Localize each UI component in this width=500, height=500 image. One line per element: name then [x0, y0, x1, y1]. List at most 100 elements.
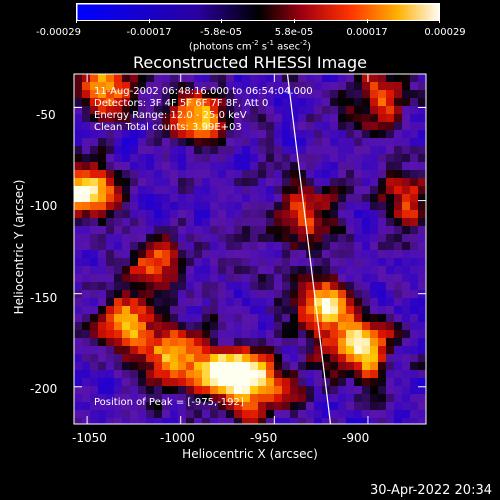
heatmap-cell: [290, 130, 298, 138]
heatmap-cell: [226, 274, 234, 282]
heatmap-cell: [210, 370, 218, 378]
heatmap-cell: [394, 418, 402, 424]
heatmap-cell: [330, 194, 338, 202]
heatmap-cell: [106, 98, 114, 106]
heatmap-cell: [74, 338, 82, 346]
heatmap-cell: [82, 370, 90, 378]
heatmap-cell: [210, 122, 218, 130]
heatmap-cell: [314, 298, 322, 306]
heatmap-cell: [346, 234, 354, 242]
heatmap-cell: [330, 378, 338, 386]
heatmap-cell: [234, 370, 242, 378]
heatmap-cell: [370, 162, 378, 170]
detectors-text: Detectors: 3F 4F 5F 6F 7F 8F, Att 0: [94, 98, 269, 109]
heatmap-cell: [154, 90, 162, 98]
heatmap-cell: [242, 266, 250, 274]
heatmap-cell: [370, 130, 378, 138]
heatmap-cell: [322, 74, 330, 82]
heatmap-cell: [82, 298, 90, 306]
heatmap-cell: [202, 250, 210, 258]
heatmap-cell: [346, 258, 354, 266]
heatmap-cell: [218, 170, 226, 178]
heatmap-cell: [202, 202, 210, 210]
heatmap-cell: [274, 378, 282, 386]
heatmap-cell: [418, 402, 426, 410]
heatmap-cell: [90, 194, 98, 202]
heatmap-cell: [386, 378, 394, 386]
heatmap-cell: [394, 386, 402, 394]
heatmap-cell: [106, 170, 114, 178]
heatmap-cell: [410, 226, 418, 234]
heatmap-cell: [226, 82, 234, 90]
heatmap-cell: [146, 210, 154, 218]
heatmap-cell: [306, 90, 314, 98]
heatmap-cell: [202, 74, 210, 82]
heatmap-cell: [146, 362, 154, 370]
heatmap-cell: [378, 314, 386, 322]
heatmap-cell: [194, 226, 202, 234]
heatmap-cell: [146, 146, 154, 154]
heatmap-cell: [162, 138, 170, 146]
heatmap-cell: [338, 362, 346, 370]
heatmap-cell: [170, 186, 178, 194]
heatmap-cell: [90, 354, 98, 362]
heatmap-cell: [394, 90, 402, 98]
heatmap-cell: [418, 330, 426, 338]
heatmap-cell: [306, 74, 314, 82]
heatmap-cell: [266, 226, 274, 234]
heatmap-cell: [242, 74, 250, 82]
heatmap-cell: [234, 314, 242, 322]
heatmap-cell: [282, 274, 290, 282]
heatmap-cell: [410, 314, 418, 322]
heatmap-cell: [98, 266, 106, 274]
heatmap-cell: [322, 194, 330, 202]
heatmap-cell: [322, 234, 330, 242]
heatmap-cell: [338, 250, 346, 258]
heatmap-cell: [410, 386, 418, 394]
heatmap-cell: [130, 106, 138, 114]
heatmap-cell: [290, 186, 298, 194]
heatmap-cell: [258, 138, 266, 146]
heatmap-cell: [290, 290, 298, 298]
heatmap-cell: [82, 130, 90, 138]
heatmap-cell: [162, 194, 170, 202]
heatmap-cell: [250, 178, 258, 186]
heatmap-cell: [282, 290, 290, 298]
heatmap-cell: [154, 122, 162, 130]
heatmap-cell: [186, 322, 194, 330]
heatmap-cell: [114, 202, 122, 210]
heatmap-cell: [170, 402, 178, 410]
heatmap-cell: [362, 162, 370, 170]
heatmap-cell: [234, 290, 242, 298]
energy-range-text: Energy Range: 12.0 - 25.0 keV: [94, 110, 247, 121]
heatmap-cell: [106, 82, 114, 90]
heatmap-cell: [314, 74, 322, 82]
heatmap-cell: [154, 322, 162, 330]
heatmap-cell: [266, 338, 274, 346]
heatmap-cell: [82, 346, 90, 354]
heatmap-cell: [266, 314, 274, 322]
heatmap-cell: [402, 74, 410, 82]
heatmap-cell: [322, 138, 330, 146]
heatmap-cell: [194, 314, 202, 322]
heatmap-cell: [82, 378, 90, 386]
heatmap-cell: [90, 202, 98, 210]
heatmap-cell: [354, 186, 362, 194]
heatmap-cell: [258, 330, 266, 338]
heatmap-cell: [74, 210, 82, 218]
heatmap-cell: [74, 242, 82, 250]
heatmap-cell: [130, 330, 138, 338]
heatmap-cell: [266, 346, 274, 354]
heatmap-cell: [330, 250, 338, 258]
heatmap-cell: [298, 74, 306, 82]
heatmap-cell: [114, 234, 122, 242]
heatmap-cell: [170, 90, 178, 98]
heatmap-cell: [130, 90, 138, 98]
heatmap-cell: [170, 82, 178, 90]
heatmap-cell: [266, 114, 274, 122]
heatmap-cell: [162, 202, 170, 210]
heatmap-cell: [74, 178, 82, 186]
heatmap-cell: [194, 178, 202, 186]
heatmap-cell: [250, 306, 258, 314]
heatmap-cell: [130, 394, 138, 402]
